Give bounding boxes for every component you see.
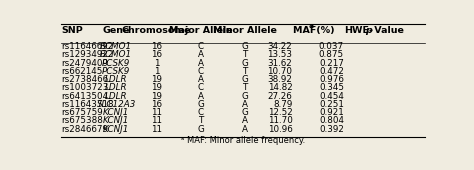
Text: 13.53: 13.53 [267,50,292,59]
Text: C: C [198,42,204,51]
Text: Value: Value [371,26,404,35]
Text: ᵃ MAF: Minor allele frequency.: ᵃ MAF: Minor allele frequency. [181,136,305,145]
Text: 0.875: 0.875 [319,50,344,59]
Text: A: A [198,59,204,67]
Text: 0.472: 0.472 [319,67,344,76]
Text: T: T [242,50,247,59]
Text: 38.92: 38.92 [268,75,292,84]
Text: 12.52: 12.52 [268,108,292,117]
Text: C: C [198,83,204,92]
Text: Minor Allele: Minor Allele [213,26,277,35]
Text: rs12934922: rs12934922 [61,50,113,59]
Text: LDLR: LDLR [105,83,128,92]
Text: 19: 19 [151,92,162,101]
Text: A: A [242,125,248,134]
Text: 0.454: 0.454 [319,92,344,101]
Text: G: G [197,125,204,134]
Text: 11: 11 [151,116,162,125]
Text: LDLR: LDLR [105,75,128,84]
Text: KCNJ1: KCNJ1 [103,125,129,134]
Text: A: A [198,50,204,59]
Text: Gene: Gene [102,26,130,35]
Text: 19: 19 [151,83,162,92]
Text: T: T [242,83,247,92]
Text: G: G [241,59,248,67]
Text: (%): (%) [313,26,334,35]
Text: 0.251: 0.251 [319,100,344,109]
Text: Major Allele: Major Allele [169,26,232,35]
Text: 0.804: 0.804 [319,116,344,125]
Text: Chromosome: Chromosome [122,26,191,35]
Text: C: C [198,108,204,117]
Text: A: A [198,92,204,101]
Text: LDLR: LDLR [105,92,128,101]
Text: rs675388: rs675388 [61,116,103,125]
Text: rs11643718: rs11643718 [61,100,114,109]
Text: SLC12A3: SLC12A3 [97,100,136,109]
Text: 0.976: 0.976 [319,75,344,84]
Text: BCMO1: BCMO1 [100,50,132,59]
Text: KCNJ1: KCNJ1 [103,108,129,117]
Text: T: T [198,116,203,125]
Text: G: G [241,92,248,101]
Text: A: A [242,116,248,125]
Text: A: A [198,75,204,84]
Text: 10.96: 10.96 [268,125,292,134]
Text: G: G [241,108,248,117]
Text: rs662145: rs662145 [61,67,102,76]
Text: 1: 1 [154,67,159,76]
Text: rs11646692: rs11646692 [61,42,113,51]
Text: 16: 16 [151,50,162,59]
Text: G: G [197,100,204,109]
Text: rs2846679: rs2846679 [61,125,108,134]
Text: 16: 16 [151,100,162,109]
Text: rs1003723: rs1003723 [61,83,109,92]
Text: 0.345: 0.345 [319,83,344,92]
Text: MAF: MAF [292,26,319,35]
Text: 10.70: 10.70 [267,67,292,76]
Text: a: a [308,23,313,29]
Text: rs2479409: rs2479409 [61,59,108,67]
Text: A: A [242,100,248,109]
Text: rs6413504: rs6413504 [61,92,108,101]
Text: PCSK9: PCSK9 [102,59,130,67]
Text: G: G [241,75,248,84]
Text: C: C [198,67,204,76]
Text: 11: 11 [151,108,162,117]
Text: p: p [365,26,372,35]
Text: 0.921: 0.921 [319,108,344,117]
Text: BCMO1: BCMO1 [100,42,132,51]
Text: rs675759: rs675759 [61,108,103,117]
Text: 31.62: 31.62 [268,59,292,67]
Text: 0.392: 0.392 [319,125,344,134]
Text: HWE-: HWE- [344,26,373,35]
Text: T: T [242,67,247,76]
Text: rs2738466: rs2738466 [61,75,108,84]
Text: 11.70: 11.70 [268,116,292,125]
Text: 14.82: 14.82 [268,83,292,92]
Text: 1: 1 [154,59,159,67]
Text: 0.037: 0.037 [319,42,344,51]
Text: G: G [241,42,248,51]
Text: 8.79: 8.79 [273,100,292,109]
Text: 16: 16 [151,42,162,51]
Text: PCSK9: PCSK9 [102,67,130,76]
Text: 0.217: 0.217 [319,59,344,67]
Text: 11: 11 [151,125,162,134]
Text: 27.26: 27.26 [268,92,292,101]
Text: SNP: SNP [61,26,83,35]
Text: 19: 19 [151,75,162,84]
Text: 34.22: 34.22 [268,42,292,51]
Text: KCNJ1: KCNJ1 [103,116,129,125]
